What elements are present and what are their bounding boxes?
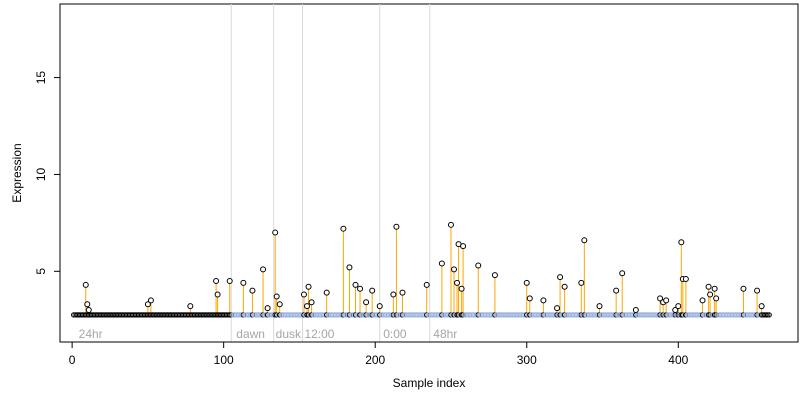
data-point: [376, 303, 383, 310]
data-point: [357, 285, 364, 292]
data-point: [523, 279, 530, 286]
data-point: [240, 279, 247, 286]
data-point: [678, 239, 685, 246]
data-point: [300, 291, 307, 298]
data-point: [85, 307, 92, 314]
data-point: [663, 297, 670, 304]
data-point: [491, 272, 498, 279]
data-point: [705, 283, 712, 290]
data-point: [305, 283, 312, 290]
data-point: [596, 303, 603, 310]
data-point: [754, 287, 761, 294]
data-point: [454, 279, 461, 286]
data-point: [758, 303, 765, 310]
data-point: [276, 301, 283, 308]
data-point: [272, 229, 279, 236]
data-point: [451, 266, 458, 273]
data-point: [711, 285, 718, 292]
data-point: [393, 223, 400, 230]
stem-lines: [85, 224, 763, 315]
data-point: [264, 305, 271, 312]
baseline-point: [763, 312, 769, 318]
data-point: [561, 283, 568, 290]
data-point: [226, 277, 233, 284]
data-point: [187, 303, 194, 310]
data-point: [438, 260, 445, 267]
x-tick-label: 200: [365, 353, 385, 367]
data-point: [363, 299, 370, 306]
x-axis-title: Sample index: [393, 376, 466, 390]
data-point: [304, 303, 311, 310]
x-tick-label: 300: [517, 353, 537, 367]
data-point: [147, 297, 154, 304]
region-dividers: 24hr dawn dusk 12:00 0:00 48hr: [79, 4, 457, 342]
data-point: [308, 299, 315, 306]
region-label: dusk: [276, 327, 302, 341]
y-tick-label: 15: [34, 71, 48, 85]
data-point: [458, 285, 465, 292]
y-tick-label: 5: [34, 268, 48, 275]
x-tick-label: 100: [214, 353, 234, 367]
data-point: [399, 289, 406, 296]
data-point: [632, 307, 639, 314]
y-axis: 5 10 15: [34, 71, 61, 275]
data-point: [390, 291, 397, 298]
data-point: [740, 285, 747, 292]
data-point: [475, 262, 482, 269]
data-point: [213, 277, 220, 284]
data-point: [581, 237, 588, 244]
baseline-point: [766, 312, 772, 318]
data-point: [82, 281, 89, 288]
data-point: [682, 276, 689, 283]
data-point: [657, 295, 664, 302]
data-point: [340, 225, 347, 232]
data-point: [713, 295, 720, 302]
data-point: [214, 291, 221, 298]
data-point: [526, 295, 533, 302]
x-tick-label: 400: [668, 353, 688, 367]
region-label: 0:00: [383, 327, 407, 341]
data-point: [144, 301, 151, 308]
data-point: [578, 279, 585, 286]
data-point: [557, 274, 564, 281]
plot-frame: [59, 3, 799, 343]
data-point: [423, 281, 430, 288]
data-point: [619, 270, 626, 277]
data-point: [352, 281, 359, 288]
data-point: [707, 291, 714, 298]
data-point: [554, 305, 561, 312]
data-point: [369, 287, 376, 294]
x-axis: 0 100 200 300 400: [69, 341, 689, 367]
data-point: [699, 297, 706, 304]
region-label: dawn: [236, 327, 265, 341]
region-label: 24hr: [79, 327, 103, 341]
data-point: [260, 266, 267, 273]
data-point: [460, 243, 467, 250]
x-tick-label: 0: [69, 353, 76, 367]
data-point: [249, 287, 256, 294]
data-point: [323, 289, 330, 296]
data-point: [613, 287, 620, 294]
data-point: [447, 221, 454, 228]
data-point: [84, 301, 91, 308]
y-axis-title: Expression: [10, 143, 24, 202]
data-point: [273, 293, 280, 300]
baseline-point: [765, 312, 771, 318]
data-point: [346, 264, 353, 271]
region-label: 12:00: [304, 327, 334, 341]
data-point: [675, 303, 682, 310]
data-point: [540, 297, 547, 304]
y-tick-label: 10: [34, 167, 48, 181]
data-point: [672, 307, 679, 314]
data-points: [70, 221, 772, 318]
region-label: 48hr: [433, 327, 457, 341]
